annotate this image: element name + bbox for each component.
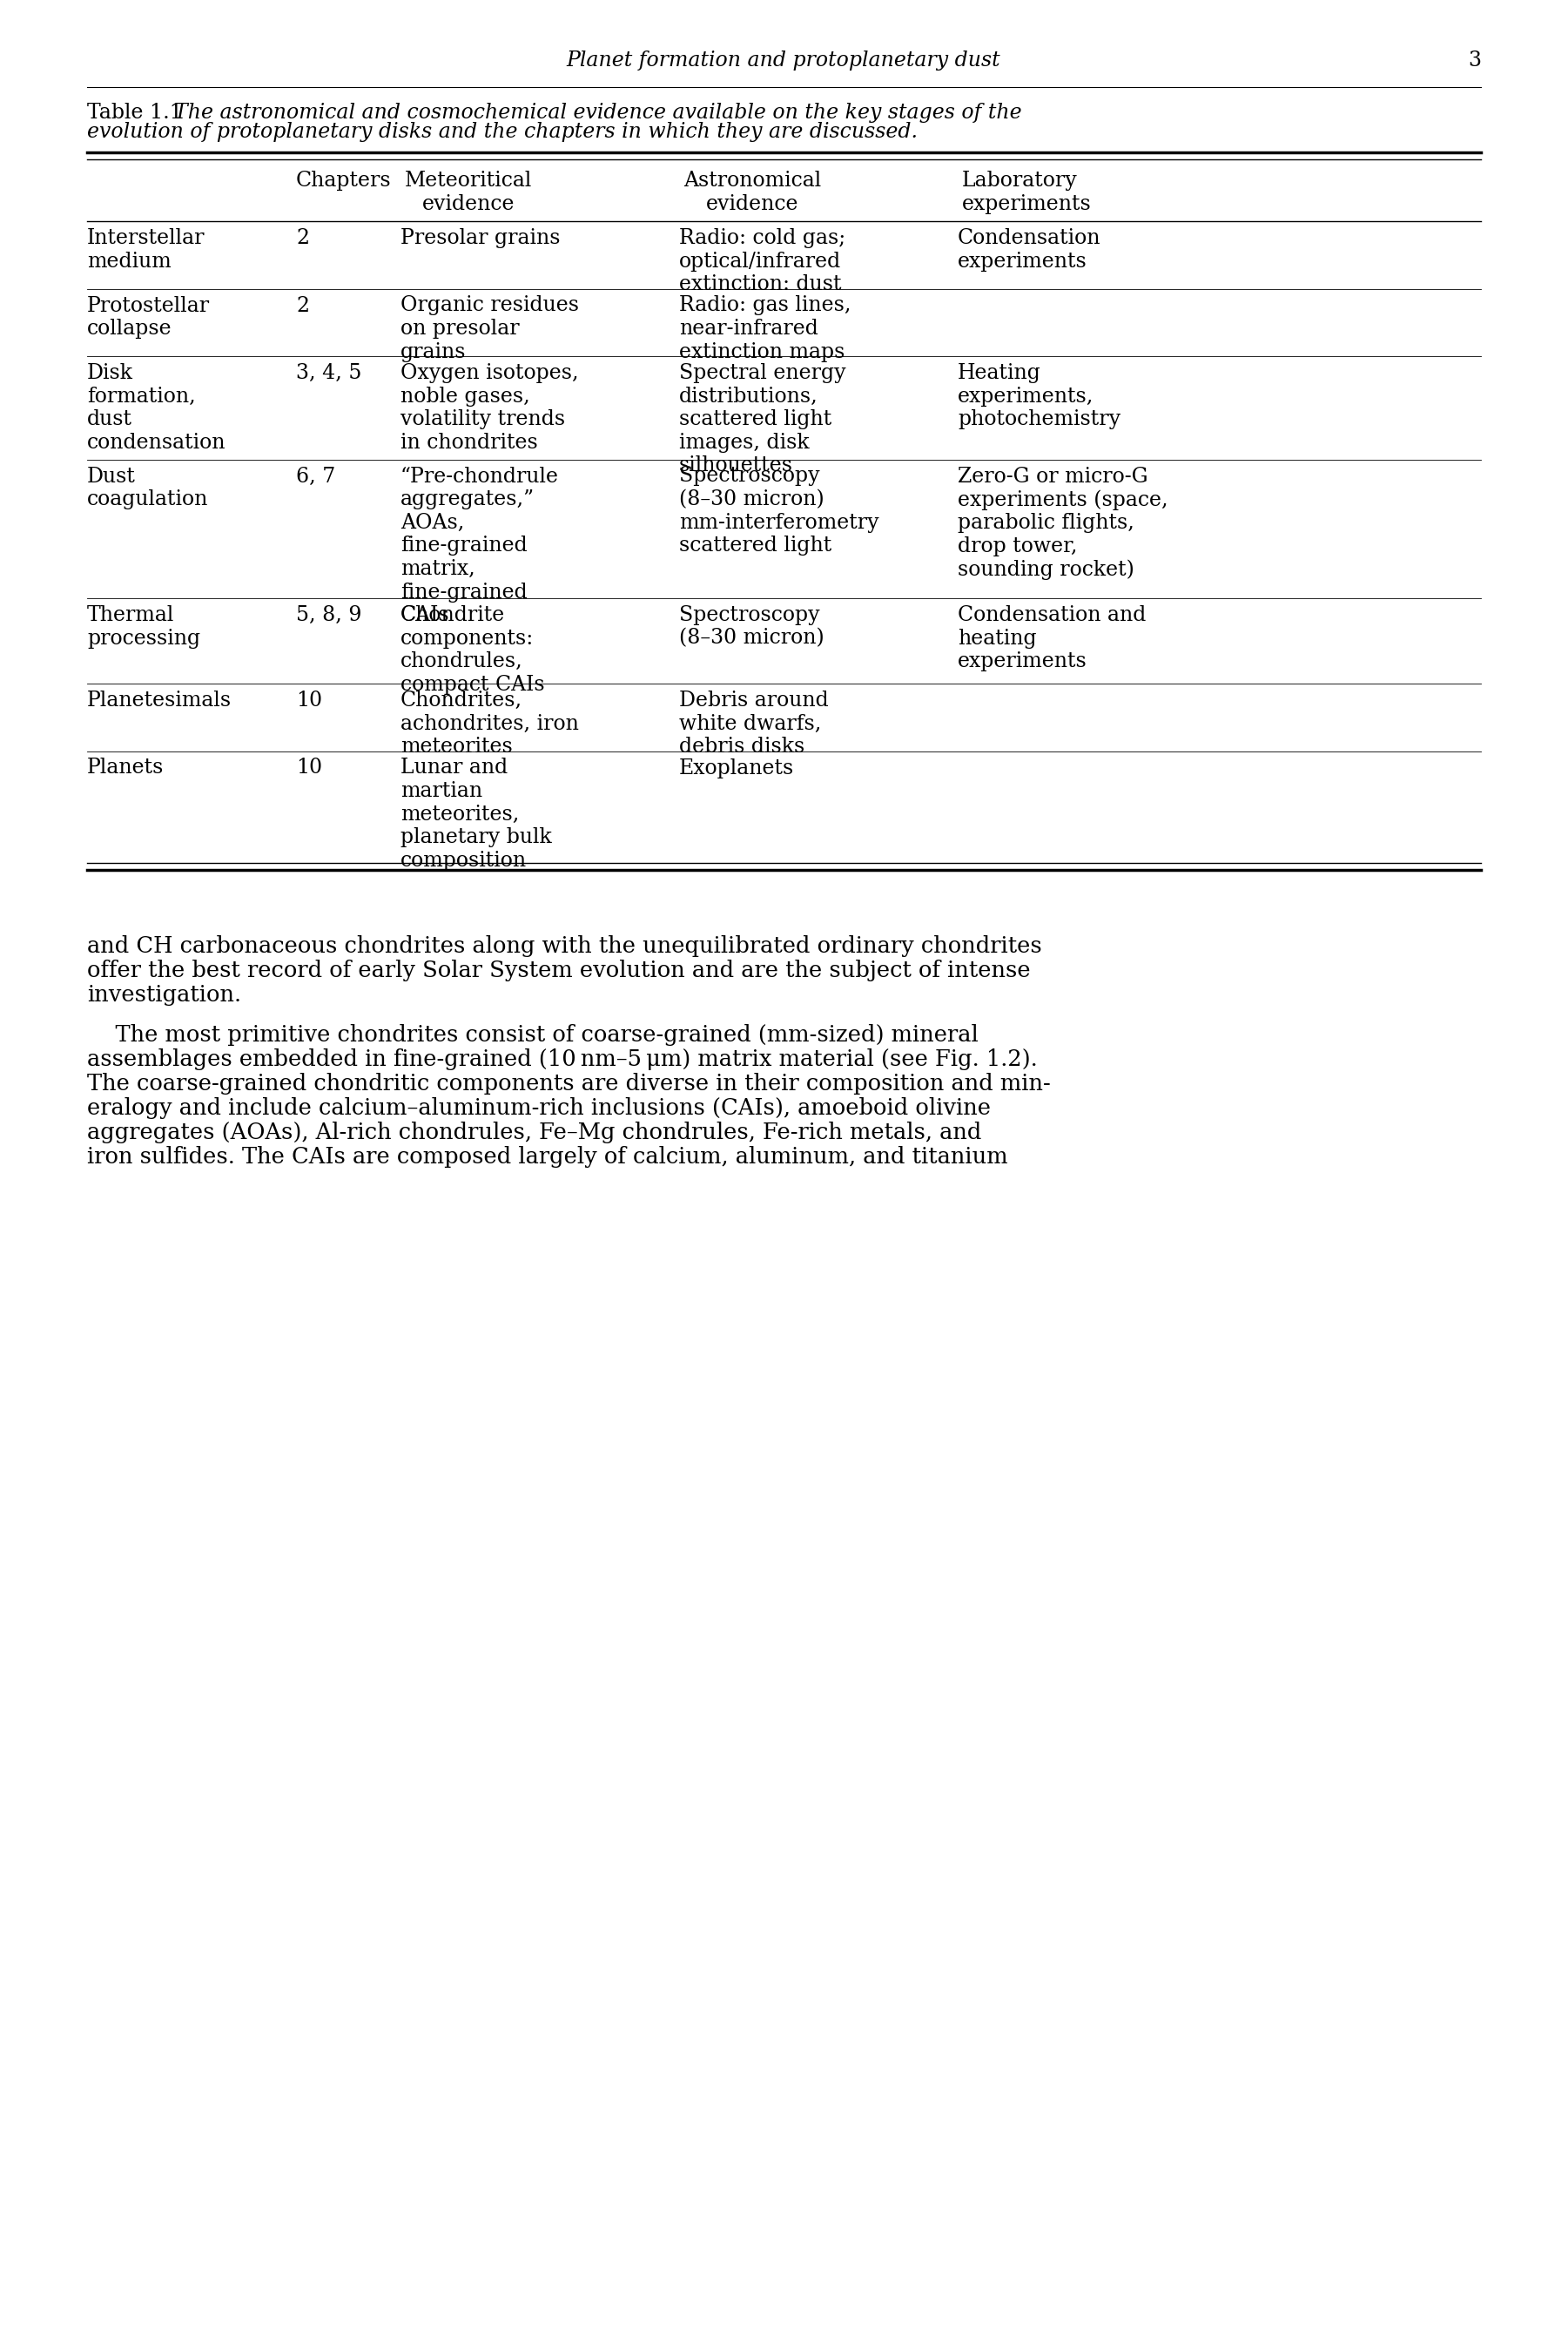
Text: Protostellar
collapse: Protostellar collapse [88, 296, 210, 339]
Text: Exoplanets: Exoplanets [679, 757, 795, 779]
Text: Chondrites,
achondrites, iron
meteorites: Chondrites, achondrites, iron meteorites [400, 691, 579, 757]
Text: 3, 4, 5: 3, 4, 5 [296, 362, 362, 383]
Text: Heating
experiments,
photochemistry: Heating experiments, photochemistry [958, 362, 1121, 430]
Text: Planets: Planets [88, 757, 165, 779]
Text: Planetesimals: Planetesimals [88, 691, 232, 710]
Text: evolution of protoplanetary disks and the chapters in which they are discussed.: evolution of protoplanetary disks and th… [88, 122, 917, 141]
Text: 2: 2 [296, 296, 309, 315]
Text: Lunar and
martian
meteorites,
planetary bulk
composition: Lunar and martian meteorites, planetary … [400, 757, 552, 870]
Text: 10: 10 [296, 691, 323, 710]
Text: Debris around
white dwarfs,
debris disks: Debris around white dwarfs, debris disks [679, 691, 828, 757]
Text: Meteoritical
evidence: Meteoritical evidence [405, 172, 532, 214]
Text: Spectroscopy
(8–30 micron)
mm-interferometry
scattered light: Spectroscopy (8–30 micron) mm-interferom… [679, 466, 880, 555]
Text: 10: 10 [296, 757, 323, 779]
Text: iron sulfides. The CAIs are composed largely of calcium, aluminum, and titanium: iron sulfides. The CAIs are composed lar… [88, 1145, 1008, 1167]
Text: Thermal
processing: Thermal processing [88, 604, 201, 649]
Text: Organic residues
on presolar
grains: Organic residues on presolar grains [400, 296, 579, 362]
Text: The coarse-grained chondritic components are diverse in their composition and mi: The coarse-grained chondritic components… [88, 1073, 1051, 1094]
Text: 6, 7: 6, 7 [296, 466, 336, 487]
Text: Planet formation and protoplanetary dust: Planet formation and protoplanetary dust [566, 49, 1000, 71]
Text: Astronomical
evidence: Astronomical evidence [684, 172, 822, 214]
Text: Radio: cold gas;
optical/infrared
extinction: dust: Radio: cold gas; optical/infrared extinc… [679, 228, 845, 294]
Text: Chondrite
components:
chondrules,
compact CAIs: Chondrite components: chondrules, compac… [400, 604, 544, 694]
Text: Spectral energy
distributions,
scattered light
images, disk
silhouettes: Spectral energy distributions, scattered… [679, 362, 845, 475]
Text: eralogy and include calcium–aluminum-rich inclusions (CAIs), amoeboid olivine: eralogy and include calcium–aluminum-ric… [88, 1096, 991, 1120]
Text: Disk
formation,
dust
condensation: Disk formation, dust condensation [88, 362, 226, 452]
Text: 2: 2 [296, 228, 309, 249]
Text: Condensation
experiments: Condensation experiments [958, 228, 1101, 270]
Text: Condensation and
heating
experiments: Condensation and heating experiments [958, 604, 1146, 673]
Text: Laboratory
experiments: Laboratory experiments [963, 172, 1091, 214]
Text: Chapters: Chapters [296, 172, 392, 191]
Text: Interstellar
medium: Interstellar medium [88, 228, 205, 270]
Text: investigation.: investigation. [88, 983, 241, 1007]
Text: Dust
coagulation: Dust coagulation [88, 466, 209, 510]
Text: The most primitive chondrites consist of coarse-grained (mm-sized) mineral: The most primitive chondrites consist of… [88, 1023, 978, 1047]
Text: Zero-G or micro-G
experiments (space,
parabolic flights,
drop tower,
sounding ro: Zero-G or micro-G experiments (space, pa… [958, 466, 1168, 581]
Text: Table 1.1: Table 1.1 [88, 103, 190, 122]
Text: Spectroscopy
(8–30 micron): Spectroscopy (8–30 micron) [679, 604, 825, 649]
Text: offer the best record of early Solar System evolution and are the subject of int: offer the best record of early Solar Sys… [88, 960, 1030, 981]
Text: The astronomical and cosmochemical evidence available on the key stages of the: The astronomical and cosmochemical evide… [174, 103, 1022, 122]
Text: Oxygen isotopes,
noble gases,
volatility trends
in chondrites: Oxygen isotopes, noble gases, volatility… [400, 362, 579, 452]
Text: Radio: gas lines,
near-infrared
extinction maps: Radio: gas lines, near-infrared extincti… [679, 296, 851, 362]
Text: and CH carbonaceous chondrites along with the unequilibrated ordinary chondrites: and CH carbonaceous chondrites along wit… [88, 936, 1041, 957]
Text: aggregates (AOAs), Al-rich chondrules, Fe–Mg chondrules, Fe-rich metals, and: aggregates (AOAs), Al-rich chondrules, F… [88, 1122, 982, 1143]
Text: 3: 3 [1468, 49, 1480, 71]
Text: assemblages embedded in fine-grained (10 nm–5 μm) matrix material (see Fig. 1.2): assemblages embedded in fine-grained (10… [88, 1049, 1038, 1070]
Text: “Pre-chondrule
aggregates,”
AOAs,
fine-grained
matrix,
fine-grained
CAIs: “Pre-chondrule aggregates,” AOAs, fine-g… [400, 466, 558, 626]
Text: 5, 8, 9: 5, 8, 9 [296, 604, 362, 626]
Text: Presolar grains: Presolar grains [400, 228, 560, 249]
